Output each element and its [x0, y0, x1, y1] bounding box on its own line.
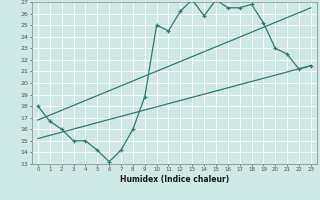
X-axis label: Humidex (Indice chaleur): Humidex (Indice chaleur): [120, 175, 229, 184]
